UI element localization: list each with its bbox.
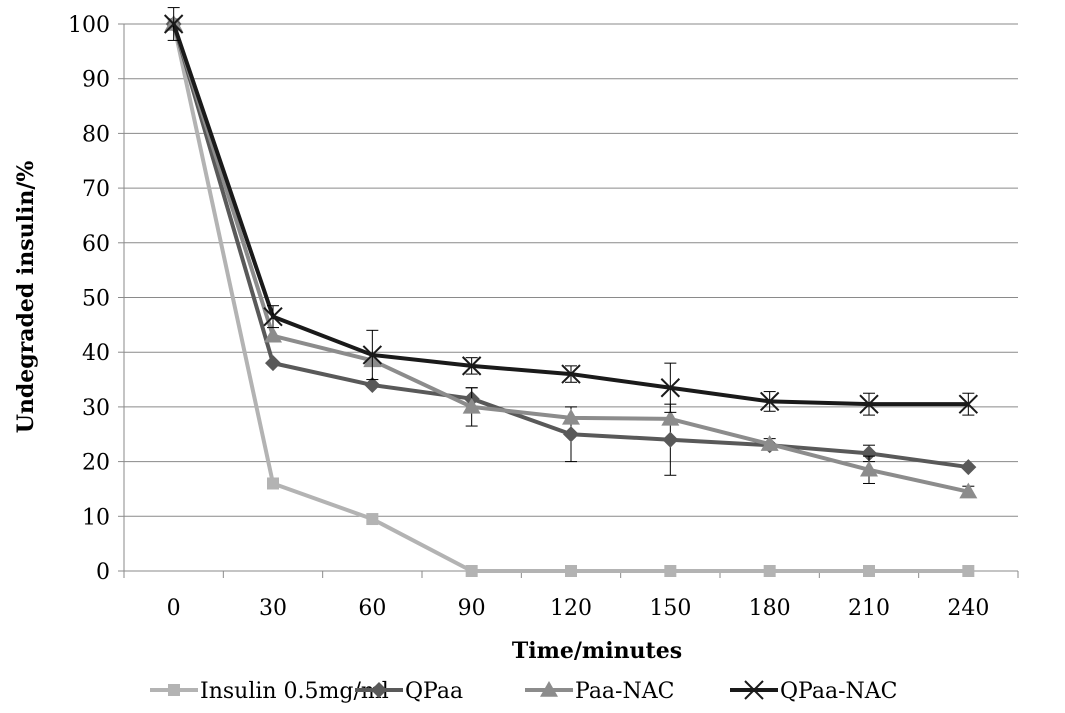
data-point-diamond (371, 682, 387, 698)
x-tick-label: 120 (550, 596, 592, 621)
y-tick-label: 0 (96, 560, 110, 585)
x-marker-stroke (561, 364, 581, 384)
gridlines (124, 23, 1018, 517)
y-tick-label: 70 (82, 177, 110, 202)
data-point-x (759, 391, 780, 412)
x-marker-stroke (859, 394, 879, 414)
data-point-triangle (860, 460, 878, 477)
y-tick-label: 20 (82, 451, 110, 476)
y-tick-label: 100 (68, 13, 110, 38)
data-point-triangle (661, 409, 680, 426)
data-point-diamond (662, 431, 679, 448)
data-point-triangle (959, 482, 978, 499)
y-tick-label: 60 (82, 232, 110, 257)
data-point-x (859, 394, 879, 414)
data-point-square (565, 565, 577, 577)
data-point-x (561, 364, 581, 384)
data-point-triangle (264, 326, 282, 343)
x-marker-stroke (958, 394, 979, 414)
data-point-diamond (265, 355, 281, 372)
x-marker-stroke (461, 356, 482, 376)
data-point-x (263, 306, 283, 327)
series-qpaa-nac (163, 7, 979, 416)
data-point-x (163, 14, 184, 34)
legend-item: QPaa-NAC (730, 679, 898, 704)
legend-label: Paa-NAC (575, 679, 674, 704)
data-point-x (958, 394, 979, 414)
data-point-diamond (563, 426, 579, 443)
data-point-square (763, 565, 776, 577)
data-point-diamond (960, 459, 977, 476)
x-tick-label: 240 (947, 596, 989, 621)
series-qpaa (165, 16, 977, 476)
data-point-square (267, 477, 279, 490)
data-point-triangle (562, 408, 580, 425)
y-tick-label: 50 (82, 287, 110, 312)
x-marker-stroke (263, 306, 283, 327)
series-line (171, 23, 969, 407)
data-point-x (744, 680, 764, 700)
data-point-square (366, 513, 379, 526)
series-paa-nac (164, 15, 978, 499)
y-tick-label: 40 (82, 341, 110, 366)
x-axis-title: Time/minutes (512, 638, 682, 664)
data-point-square (465, 565, 478, 577)
data-point-x (362, 345, 383, 365)
data-point-diamond (861, 445, 877, 462)
y-tick-label: 30 (82, 396, 110, 421)
data-point-square (664, 565, 677, 577)
data-point-x (660, 378, 681, 398)
y-axis-title: Undegraded insulin/% (13, 161, 39, 434)
x-tick-label: 90 (458, 596, 486, 621)
x-tick-label: 210 (848, 596, 890, 621)
legend-label: QPaa-NAC (780, 679, 898, 704)
data-point-square (962, 565, 975, 577)
y-tick-label: 80 (82, 122, 110, 147)
x-tick-label: 60 (358, 596, 386, 621)
x-tick-label: 150 (649, 596, 691, 621)
data-point-square (168, 684, 180, 696)
x-marker-stroke (744, 680, 764, 700)
data-point-triangle (540, 681, 558, 697)
legend-item: Paa-NAC (525, 679, 674, 704)
x-tick-label: 180 (749, 596, 791, 621)
x-marker-stroke (759, 391, 780, 412)
legend-item: QPaa (355, 679, 463, 704)
data-point-x (461, 356, 482, 376)
data-point-diamond (364, 377, 381, 394)
legend-label: QPaa (405, 679, 463, 704)
data-point-square (863, 565, 875, 577)
data-point-triangle (760, 435, 779, 451)
y-tick-label: 90 (82, 68, 110, 93)
axes: 0 10 20 30 40 50 60 70 80 90 100 0 30 60 90 120 150 180 21… (68, 13, 1019, 621)
series-line (171, 23, 969, 470)
x-tick-label: 0 (167, 596, 181, 621)
x-tick-label: 30 (259, 596, 287, 621)
y-tick-label: 10 (82, 505, 110, 530)
legend-item: Insulin 0.5mg/ml (150, 679, 389, 704)
series-group (163, 7, 979, 577)
x-marker-stroke (660, 378, 681, 398)
series-insulin-0-5mg-ml (167, 18, 975, 577)
legend: Insulin 0.5mg/ml QPaa Paa-NAC QPaa-NAC (150, 679, 898, 704)
data-point-triangle (462, 397, 481, 414)
x-marker-stroke (362, 345, 383, 365)
x-marker-stroke (163, 14, 184, 34)
